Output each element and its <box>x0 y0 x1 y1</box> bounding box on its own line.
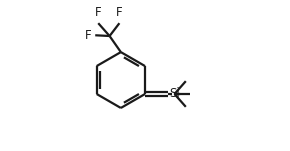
Text: F: F <box>95 6 101 19</box>
Text: F: F <box>85 29 91 42</box>
Text: Si: Si <box>169 87 180 101</box>
Text: F: F <box>116 6 123 19</box>
